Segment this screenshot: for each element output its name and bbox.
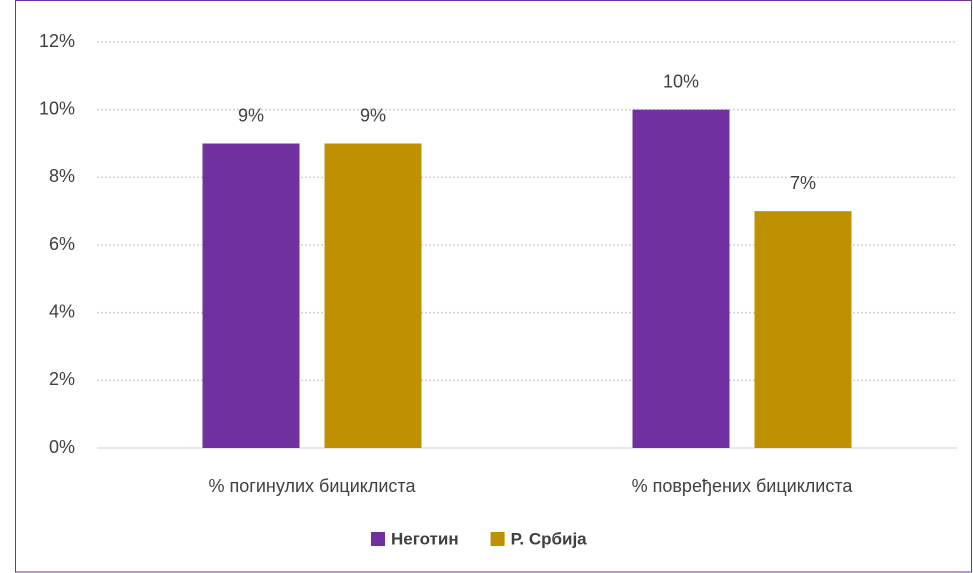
value-label: 9% bbox=[360, 105, 386, 125]
y-tick-label: 0% bbox=[49, 437, 75, 457]
x-tick-label: % повређених бициклиста bbox=[632, 476, 854, 496]
bar bbox=[632, 109, 730, 449]
y-tick-label: 6% bbox=[49, 234, 75, 254]
bar bbox=[754, 211, 852, 448]
legend-label: Р. Србија bbox=[511, 529, 588, 548]
y-tick-label: 12% bbox=[39, 31, 75, 51]
y-tick-label: 2% bbox=[49, 369, 75, 389]
value-label: 10% bbox=[663, 71, 699, 91]
bar bbox=[202, 143, 300, 448]
legend-label: Неготин bbox=[391, 529, 459, 548]
y-tick-label: 4% bbox=[49, 301, 75, 321]
legend-swatch bbox=[490, 532, 505, 546]
bar bbox=[324, 143, 422, 448]
value-label: 7% bbox=[790, 173, 816, 193]
y-tick-label: 10% bbox=[39, 98, 75, 118]
y-tick-label: 8% bbox=[49, 166, 75, 186]
x-tick-label: % погинулих бициклиста bbox=[209, 476, 417, 496]
legend-swatch bbox=[371, 532, 385, 546]
value-label: 9% bbox=[238, 105, 264, 125]
